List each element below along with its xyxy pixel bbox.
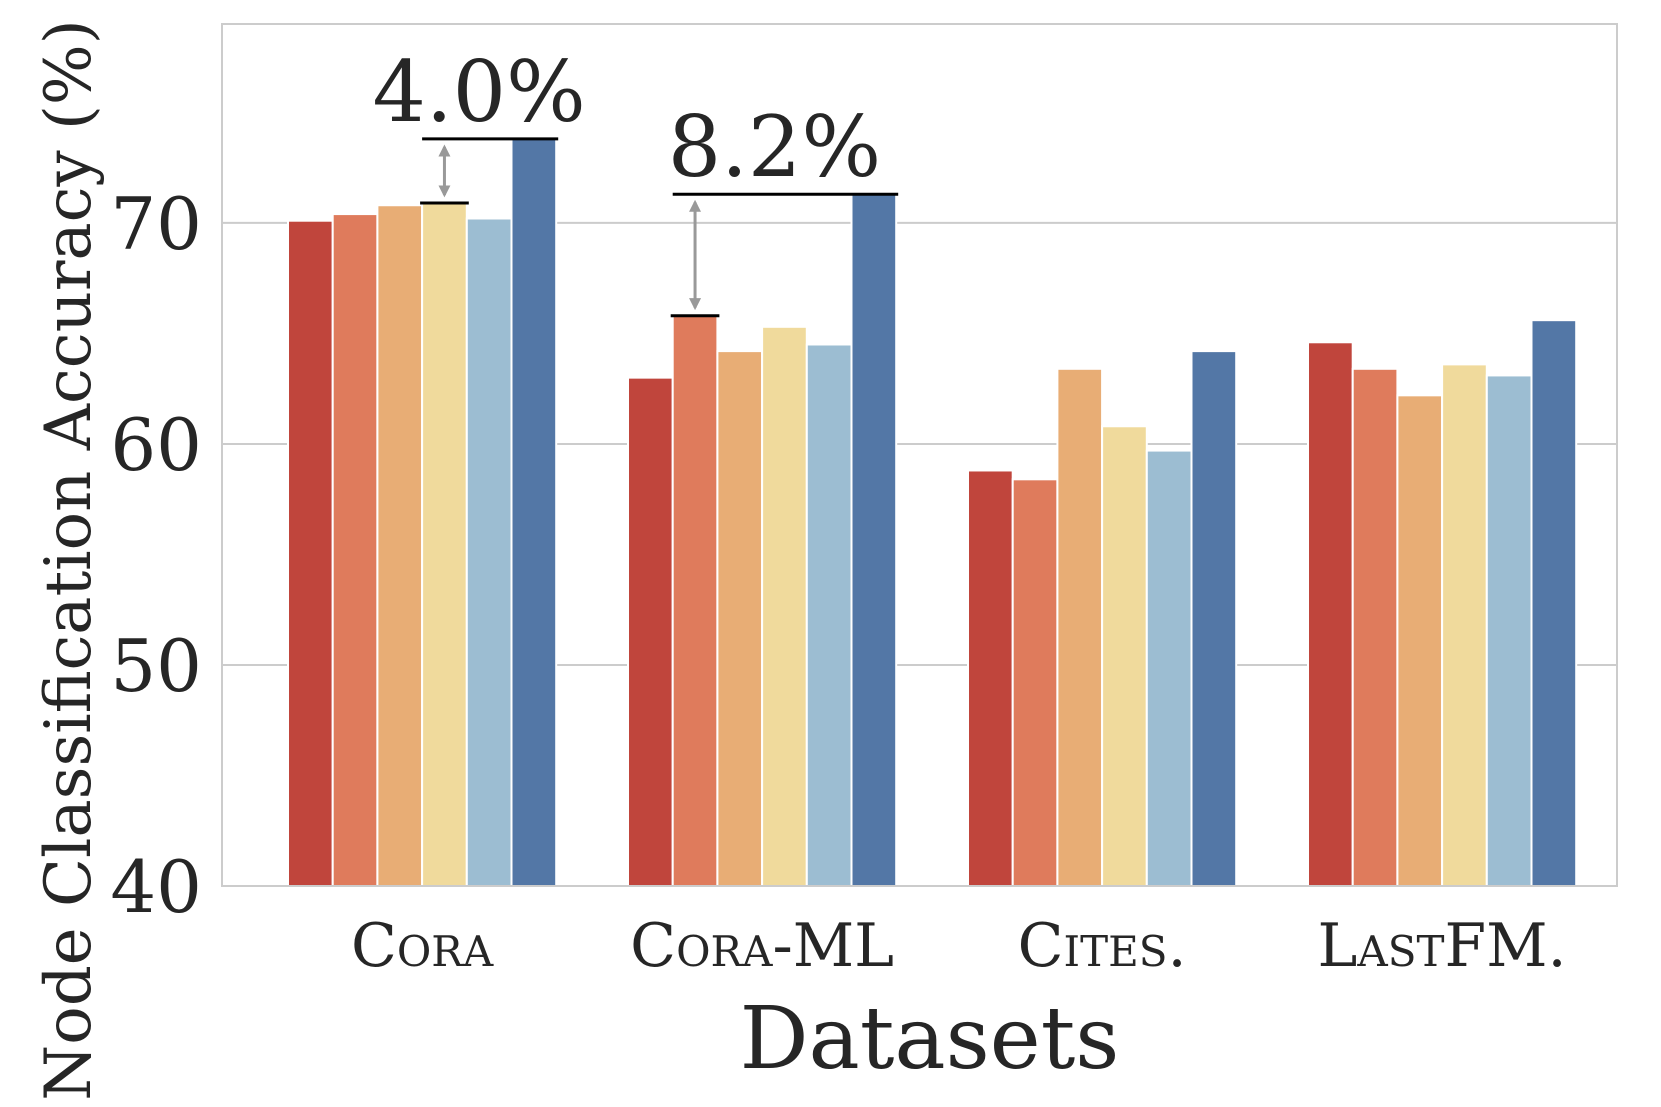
bar-cites-method-3 (1056, 367, 1104, 887)
bars (287, 137, 1578, 888)
plot-frame (221, 23, 1618, 887)
bar-lastfm-method-2 (1351, 367, 1399, 887)
x-category-label-cora-ml: Cora-ML (630, 911, 894, 981)
bar-lastfm-method-4 (1441, 363, 1488, 887)
bar-cites-method-6 (1190, 350, 1238, 888)
annotation-label-cora: 4.0% (372, 43, 585, 141)
bar-cora-method-2 (331, 213, 379, 888)
x-category-label-cites: Cites. (1018, 911, 1187, 981)
bar-cora-ml-method-3 (716, 350, 764, 888)
y-tick-label: 70 (110, 182, 202, 266)
y-axis-title: Node Classification Accuracy (%) (32, 19, 106, 1100)
bar-lastfm-method-6 (1530, 319, 1578, 887)
x-category-labels: Cora Cora-ML Cites. LastFM. (351, 911, 1567, 981)
bar-cora-method-3 (376, 204, 424, 887)
bar-cites-method-2 (1011, 478, 1059, 887)
bar-cites-method-1 (967, 469, 1014, 887)
x-category-label-cora: Cora (351, 911, 494, 981)
bar-cora-method-4 (421, 202, 468, 887)
bar-lastfm-method-1 (1307, 341, 1354, 887)
bar-cites-method-4 (1101, 425, 1148, 887)
bar-cora-method-6 (510, 137, 558, 887)
bar-cora-ml-method-6 (850, 193, 898, 887)
bar-lastfm-method-5 (1485, 374, 1533, 887)
x-category-label-lastfm: LastFM. (1318, 911, 1567, 981)
annotations: 4.0% 8.2% (372, 43, 899, 318)
bar-cora-ml-method-5 (805, 343, 853, 887)
bar-cora-ml-method-2 (671, 314, 719, 887)
bar-lastfm-method-3 (1396, 394, 1444, 887)
bar-cora-method-1 (287, 219, 334, 887)
annotation-label-cora-ml: 8.2% (668, 98, 881, 196)
y-tick-label: 40 (110, 845, 202, 929)
y-tick-label: 50 (110, 624, 202, 708)
y-tick-labels: 40 50 60 70 (110, 182, 202, 929)
bar-cites-method-5 (1145, 449, 1193, 887)
bar-cora-method-5 (465, 217, 513, 887)
x-axis-title: Datasets (740, 989, 1120, 1089)
y-tick-label: 60 (110, 403, 202, 487)
bar-cora-ml-method-1 (627, 376, 674, 887)
bar-cora-ml-method-4 (761, 325, 808, 887)
